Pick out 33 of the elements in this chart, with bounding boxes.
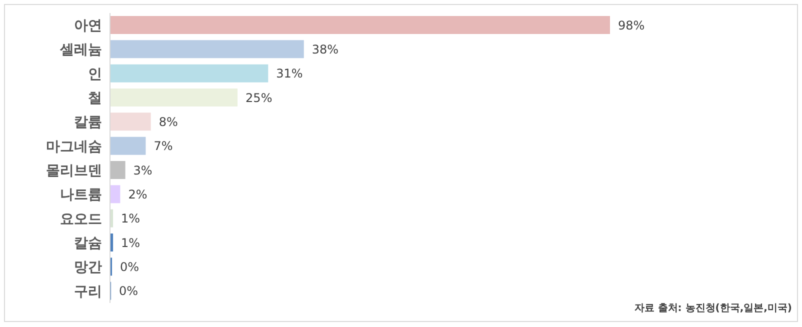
bar (110, 136, 146, 155)
data-label: 1% (121, 236, 140, 250)
y-tick-label: 망간 (74, 260, 102, 276)
bar (110, 64, 268, 82)
y-tick-label: 아연 (74, 18, 102, 34)
data-label: 1% (121, 212, 140, 226)
bar (110, 112, 151, 131)
data-label: 2% (128, 187, 148, 202)
bar (110, 16, 610, 34)
data-label: 25% (246, 90, 272, 105)
data-label: 8% (158, 114, 178, 129)
bar (110, 40, 304, 58)
y-tick-label: 철 (88, 90, 102, 107)
data-label: 3% (133, 163, 152, 178)
data-label: 0% (120, 260, 140, 274)
y-tick-label: 칼슘 (74, 236, 102, 252)
bar (110, 161, 126, 179)
y-tick-label: 셀레늄 (59, 42, 102, 58)
text: 자료 출처: 농진청(한국,일본,미국) (634, 302, 792, 315)
bar (110, 185, 120, 204)
data-label: 31% (276, 66, 303, 81)
y-tick-label: 마그네슘 (46, 138, 102, 155)
y-tick-label: 몰리브덴 (46, 163, 102, 180)
y-tick-label: 나트륨 (60, 187, 102, 204)
data-label: 0% (119, 284, 138, 298)
data-label: 38% (312, 42, 339, 56)
data-label: 7% (154, 139, 173, 154)
y-tick-label: 구리 (74, 284, 102, 300)
bar (110, 88, 238, 106)
y-tick-label: 요오드 (60, 211, 102, 228)
y-tick-label: 칼륨 (74, 114, 102, 131)
y-tick-label: 인 (88, 66, 102, 82)
data-label: 98% (618, 18, 645, 32)
